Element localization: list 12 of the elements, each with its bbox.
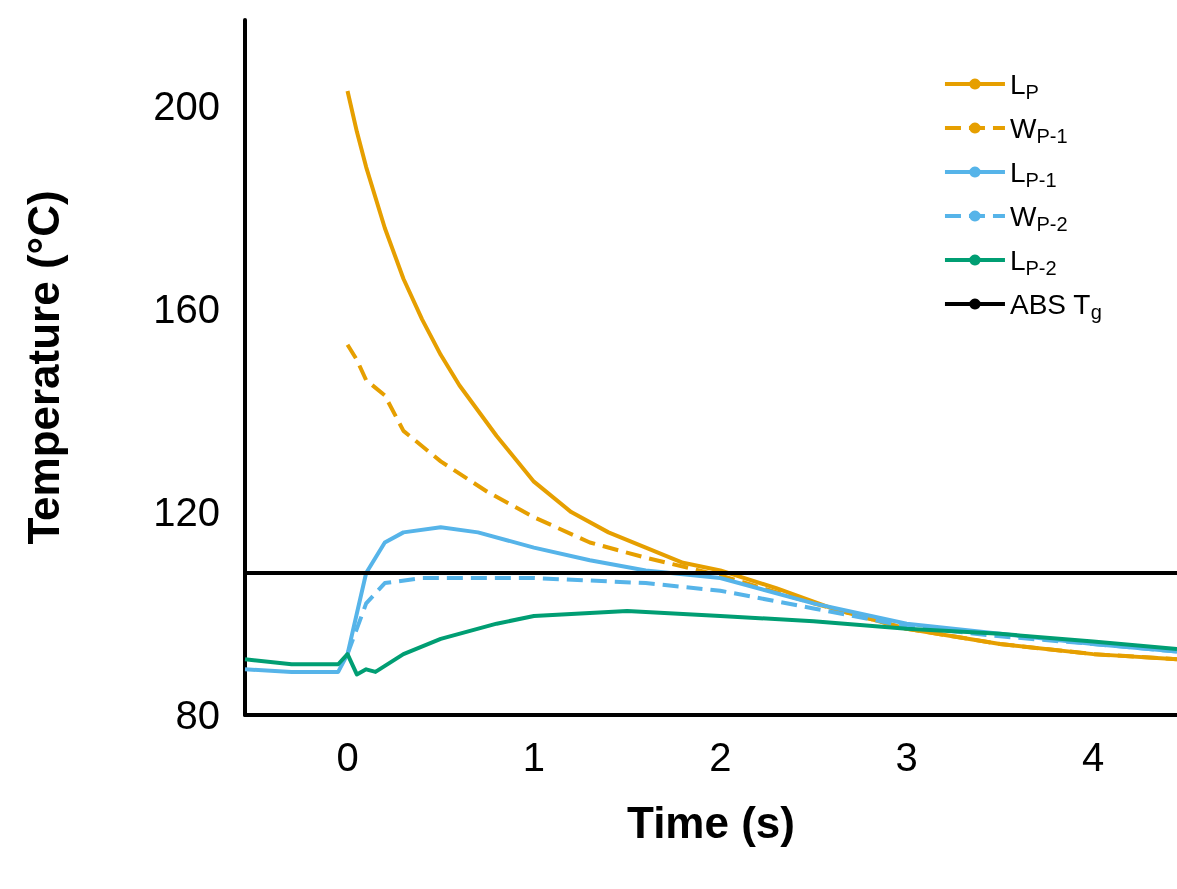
x-tick-label: 2 (709, 735, 732, 779)
x-axis-title: Time (s) (627, 797, 795, 847)
x-tick-label: 0 (336, 735, 359, 779)
y-tick-label: 80 (175, 693, 220, 737)
y-tick-label: 200 (153, 84, 220, 129)
x-tick-label: 4 (1081, 735, 1105, 779)
y-tick-label: 120 (153, 490, 220, 535)
y-tick-label: 160 (153, 287, 220, 332)
x-tick-label: 3 (895, 735, 918, 779)
x-tick-label: 1 (522, 735, 546, 779)
y-axis-title: Temperature (°C) (18, 190, 68, 545)
line-series (243, 609, 1177, 677)
